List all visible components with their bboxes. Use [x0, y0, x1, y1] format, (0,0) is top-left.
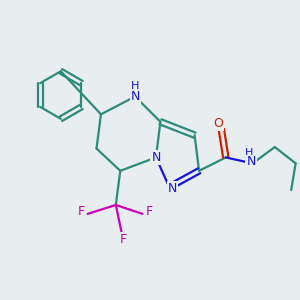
- Text: H: H: [131, 81, 139, 91]
- Text: O: O: [213, 117, 223, 130]
- Text: H: H: [245, 148, 253, 158]
- Text: F: F: [77, 205, 85, 218]
- Text: N: N: [130, 90, 140, 103]
- Text: N: N: [246, 155, 256, 168]
- Text: F: F: [146, 205, 153, 218]
- Text: N: N: [168, 182, 177, 195]
- Text: F: F: [120, 233, 127, 246]
- Text: N: N: [151, 151, 160, 164]
